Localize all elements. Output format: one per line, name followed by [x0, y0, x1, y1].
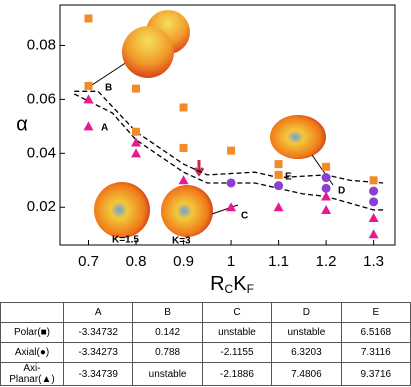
table-row: Axi-Planar(▲) -3.34739 unstable -2.1886 7.48… [0, 362, 411, 386]
x-tick-label: 1 [227, 253, 235, 270]
point [178, 175, 189, 185]
x-axis-label: RCKF [210, 273, 254, 296]
x-tick-label: 0.7 [78, 253, 99, 270]
point [321, 191, 332, 201]
point [84, 14, 93, 23]
point [131, 137, 142, 147]
table-row: Polar(■) -3.34732 0.142 unstable unstable 6.5… [0, 322, 411, 343]
annotation: K=1.5 [112, 235, 139, 246]
annotation: B [105, 83, 112, 94]
table-cell: unstable [271, 322, 342, 343]
table-cell: 0.142 [132, 322, 203, 343]
arrow [91, 59, 131, 86]
point [369, 197, 379, 207]
point [321, 173, 331, 183]
x-tick-label: 1.2 [316, 253, 337, 270]
table-cell [0, 302, 64, 323]
arrow [211, 204, 239, 215]
plot-frame [59, 4, 396, 246]
point [83, 94, 94, 104]
point [83, 121, 94, 131]
point [179, 103, 188, 112]
table-cell: 7.3116 [340, 342, 411, 363]
annotation: C [241, 211, 248, 222]
point [321, 183, 331, 193]
point [322, 162, 331, 171]
table-cell: -3.34273 [62, 342, 134, 363]
table-cell: Axial(●) [0, 342, 64, 363]
table-cell: -3.34732 [62, 322, 134, 343]
table-cell: 0.788 [132, 342, 203, 363]
point [227, 146, 236, 155]
sphere [94, 182, 150, 238]
table-cell: C [201, 302, 273, 323]
point [368, 229, 379, 239]
point [368, 213, 379, 223]
point [226, 178, 236, 188]
point [131, 148, 142, 158]
table-cell: B [132, 302, 203, 323]
table-cell: unstable [132, 362, 203, 386]
table-cell: 9.3716 [340, 362, 411, 386]
table-cell: Axi-Planar(▲) [0, 362, 64, 386]
point [274, 181, 284, 191]
point [321, 204, 332, 214]
y-axis-label: α [16, 113, 28, 135]
x-tick-label: 1.3 [363, 253, 384, 270]
table-cell: D [271, 302, 342, 323]
x-label-part: C [225, 282, 234, 296]
annotation: K=3 [172, 236, 191, 247]
table-row: Axial(●) -3.34273 0.788 -2.1155 6.3203 7.3116 [0, 342, 411, 363]
table-cell: 6.5168 [340, 322, 411, 343]
boundary-curve [74, 90, 384, 184]
y-tick-label: 0.04 [27, 144, 56, 161]
x-tick-label: 0.9 [173, 253, 194, 270]
x-tick-label: 1.1 [268, 253, 289, 270]
table-cell: unstable [201, 322, 273, 343]
point [369, 186, 379, 196]
table-cell: -3.34739 [62, 362, 134, 386]
y-tick-label: 0.02 [27, 198, 56, 215]
table-cell: 6.3203 [271, 342, 342, 363]
y-tick-label: 0.06 [27, 90, 56, 107]
sphere [122, 26, 174, 78]
table-cell: Polar(■) [0, 322, 64, 343]
stability-table: A B C D E Polar(■) -3.34732 0.142 unstable unstab… [0, 302, 411, 386]
x-tick-label: 0.8 [126, 253, 147, 270]
y-tick-label: 0.08 [27, 36, 56, 53]
point [132, 127, 141, 136]
torus [270, 115, 326, 159]
annotation: D [338, 186, 345, 197]
table-cell: -2.1155 [201, 342, 273, 363]
point [274, 160, 283, 169]
table-cell: A [62, 302, 134, 323]
table-cell: -2.1886 [201, 362, 273, 386]
point [274, 170, 283, 179]
chart: B A C D E K=1.5 K=3 α RCKF 0.020.040.060… [16, 4, 396, 296]
x-label-part: F [247, 282, 254, 296]
sphere [161, 185, 213, 237]
table-cell: 7.4806 [271, 362, 342, 386]
table-cell: E [340, 302, 411, 323]
point [226, 202, 237, 212]
point [84, 81, 93, 90]
arrow [193, 160, 205, 177]
point [132, 84, 141, 93]
point [273, 202, 284, 212]
x-label-part: R [210, 273, 224, 295]
point [179, 143, 188, 152]
point [369, 176, 378, 185]
x-label-part: K [233, 273, 247, 295]
annotation: A [101, 123, 108, 134]
